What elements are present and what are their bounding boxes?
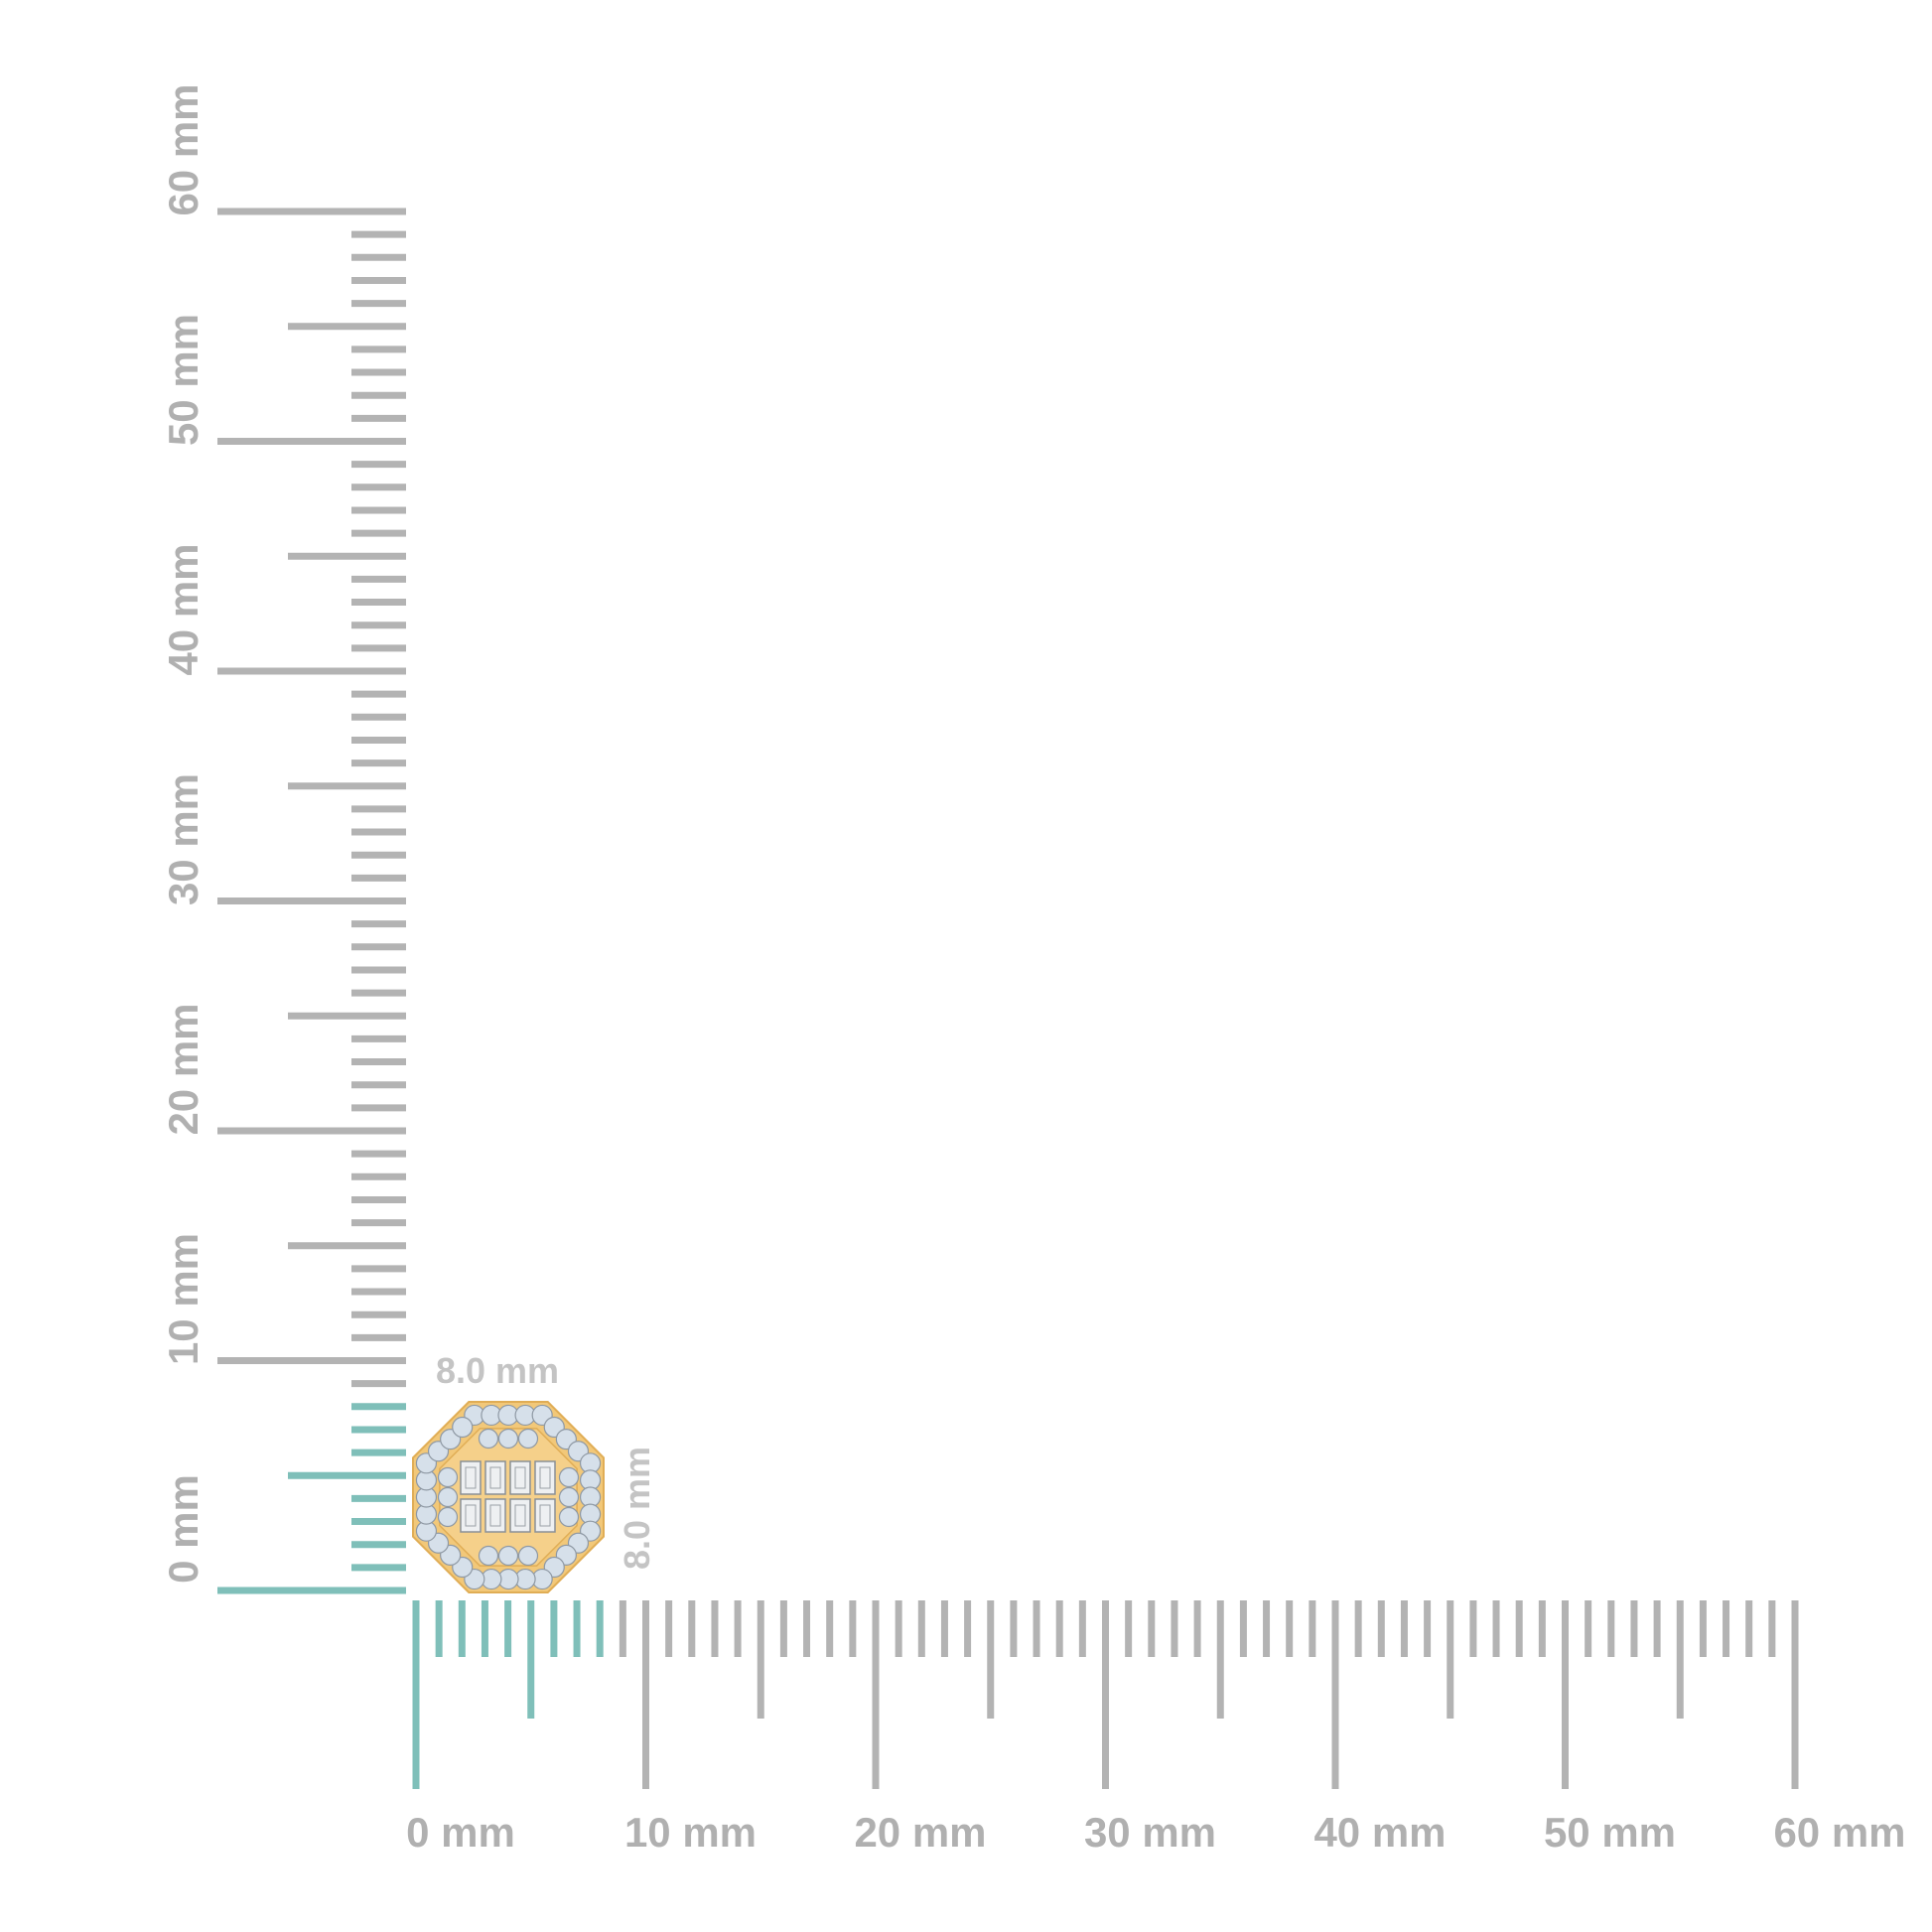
vertical-ruler: 0 mm 10 mm 20 mm 30 mm 40 mm 50 mm 60 mm — [160, 83, 406, 1594]
round-diamond — [478, 1545, 499, 1567]
baguette-facet — [539, 1466, 551, 1489]
baguette-diamond — [534, 1460, 556, 1495]
baguette-diamond — [484, 1460, 506, 1495]
baguette-diamond — [534, 1498, 556, 1533]
round-diamond — [437, 1486, 459, 1508]
round-diamond — [437, 1466, 459, 1488]
round-diamond — [497, 1428, 519, 1449]
baguette-facet — [489, 1504, 501, 1527]
width-dimension-label: 8.0 mm — [436, 1350, 559, 1391]
vertical-label-0: 0 mm — [160, 1474, 207, 1584]
baguette-diamond — [509, 1460, 531, 1495]
horizontal-ruler: 0 mm 10 mm 20 mm 30 mm 40 mm 50 mm 60 mm — [406, 1600, 1906, 1856]
baguette-diamond — [460, 1498, 482, 1533]
baguette-diamond — [484, 1498, 506, 1533]
baguette-facet — [539, 1504, 551, 1527]
baguette-facet — [489, 1466, 501, 1489]
round-diamond — [437, 1506, 459, 1528]
octagon-earring-image — [412, 1401, 605, 1593]
horizontal-label-10: 10 mm — [624, 1809, 757, 1856]
vertical-label-20: 20 mm — [160, 1003, 207, 1135]
baguette-diamond — [509, 1498, 531, 1533]
horizontal-label-60: 60 mm — [1773, 1809, 1905, 1856]
horizontal-label-50: 50 mm — [1544, 1809, 1676, 1856]
round-diamond — [478, 1428, 499, 1449]
horizontal-label-0: 0 mm — [406, 1809, 515, 1856]
round-diamond — [517, 1545, 539, 1567]
baguette-facet — [514, 1466, 526, 1489]
round-diamond — [558, 1506, 580, 1528]
vertical-label-30: 30 mm — [160, 773, 207, 905]
vertical-label-60: 60 mm — [160, 83, 207, 215]
round-diamond — [517, 1428, 539, 1449]
round-diamond — [497, 1545, 519, 1567]
vertical-label-50: 50 mm — [160, 314, 207, 446]
height-dimension-label: 8.0 mm — [617, 1447, 657, 1570]
round-diamond — [558, 1466, 580, 1488]
baguette-facet — [514, 1504, 526, 1527]
vertical-label-40: 40 mm — [160, 543, 207, 675]
round-diamond — [558, 1486, 580, 1508]
baguette-facet — [465, 1504, 477, 1527]
inner-setting — [439, 1428, 578, 1567]
baguette-diamond — [460, 1460, 482, 1495]
horizontal-label-20: 20 mm — [854, 1809, 986, 1856]
horizontal-label-40: 40 mm — [1313, 1809, 1446, 1856]
vertical-label-10: 10 mm — [160, 1233, 207, 1365]
horizontal-label-30: 30 mm — [1084, 1809, 1216, 1856]
baguette-facet — [465, 1466, 477, 1489]
round-diamond — [452, 1416, 474, 1439]
